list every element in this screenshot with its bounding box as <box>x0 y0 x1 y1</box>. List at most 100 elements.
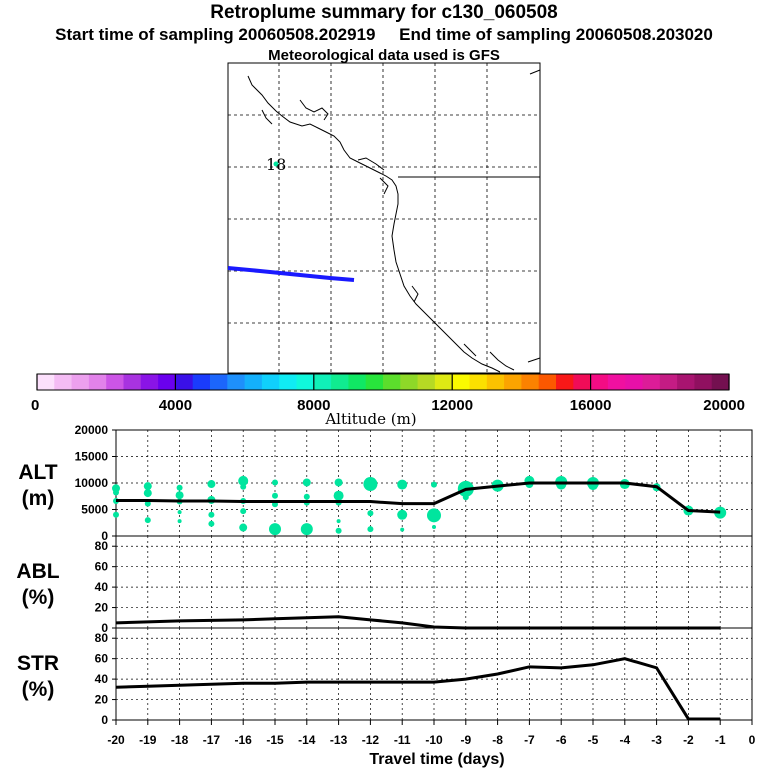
trajectory-path <box>227 266 355 282</box>
coastline <box>247 69 541 373</box>
colorbar-swatch <box>227 374 246 390</box>
altitude-particle <box>363 477 378 492</box>
y-tick-label: 60 <box>95 560 109 574</box>
colorbar-swatch <box>417 374 436 390</box>
altitude-particle <box>177 519 182 524</box>
colorbar-swatch <box>538 374 557 390</box>
y-tick-label: 5000 <box>81 503 108 517</box>
x-tick-label: -11 <box>394 733 411 747</box>
altitude-particle <box>177 510 182 515</box>
altitude-particle <box>397 479 408 490</box>
y-axis-unit: (%) <box>22 586 55 609</box>
y-tick-label: 80 <box>95 631 109 645</box>
abl-series-line <box>115 615 721 630</box>
y-tick-label: 15000 <box>75 450 109 464</box>
colorbar-tick-label: 16000 <box>570 397 612 414</box>
colorbar-tick-label: 0 <box>31 397 39 414</box>
y-axis-label: ALT <box>18 461 57 484</box>
panel-str: 0 20 40 60 80 STR (%) <box>17 627 753 727</box>
colorbar-swatch <box>677 374 695 390</box>
x-tick-label: -6 <box>556 733 567 747</box>
x-tick-label: -12 <box>362 733 380 747</box>
altitude-particle <box>240 508 247 515</box>
time-series-panels: 0 5000 10000 15000 20000 ALT (m) 0 20 40 60 80 ABL (%… <box>16 423 755 747</box>
y-tick-label: 20 <box>95 693 109 707</box>
altitude-particle <box>400 527 405 532</box>
colorbar-swatch <box>434 374 453 390</box>
altitude-particle <box>336 519 341 524</box>
y-tick-label: 20 <box>95 601 109 615</box>
map-gridlines <box>228 63 540 373</box>
altitude-particle <box>335 527 342 534</box>
altitude-particle <box>427 508 441 523</box>
x-tick-label: -9 <box>460 733 471 747</box>
colorbar-tick-label: 4000 <box>159 397 192 414</box>
altitude-particle <box>431 481 437 488</box>
x-tick-label: -8 <box>492 733 503 747</box>
altitude-particle <box>144 517 151 524</box>
colorbar-swatch <box>279 374 298 390</box>
x-tick-label: -16 <box>235 733 253 747</box>
y-axis-unit: (%) <box>22 678 55 701</box>
altitude-particle <box>208 511 215 518</box>
x-tick-label: -7 <box>524 733 535 747</box>
altitude-particle <box>208 520 215 527</box>
panel-abl: 0 20 40 60 80 ABL (%) <box>16 535 753 635</box>
y-tick-label: 20000 <box>75 423 109 437</box>
colorbar-swatch <box>469 374 488 390</box>
y-tick-label: 0 <box>101 713 108 727</box>
x-tick-label: -10 <box>425 733 443 747</box>
colorbar-swatch <box>175 374 194 390</box>
colorbar-swatch <box>400 374 419 390</box>
altitude-particle <box>269 523 281 536</box>
chart-title: Retroplume summary for c130_060508 <box>210 2 558 23</box>
colorbar-swatch <box>625 374 644 390</box>
colorbar-swatch <box>244 374 263 390</box>
panel-alt: 0 5000 10000 15000 20000 ALT (m) <box>18 423 753 543</box>
altitude-particle <box>207 480 216 489</box>
y-axis-unit: (m) <box>22 487 55 510</box>
colorbar-swatch <box>261 374 280 390</box>
colorbar-swatch <box>452 374 471 390</box>
altitude-particle <box>334 478 343 487</box>
trajectory-marker <box>273 161 279 167</box>
altitude-particle <box>238 475 249 486</box>
x-tick-label: -1 <box>715 733 726 747</box>
y-axis-label: ABL <box>16 560 59 583</box>
altitude-particle <box>432 524 436 529</box>
colorbar-tick-label: 8000 <box>297 397 330 414</box>
x-tick-label: -4 <box>619 733 630 747</box>
colorbar-swatch <box>158 374 176 390</box>
altitude-particle <box>240 483 247 490</box>
y-tick-label: 0 <box>101 621 108 635</box>
colorbar-swatch <box>192 374 211 390</box>
colorbar-swatch <box>210 374 228 390</box>
start-time: Start time of sampling 20060508.202919 <box>55 25 376 44</box>
x-tick-label: -3 <box>651 733 662 747</box>
y-tick-label: 40 <box>95 672 109 686</box>
colorbar-swatch <box>54 374 73 390</box>
y-tick-label: 0 <box>101 529 108 543</box>
colorbar-swatch <box>365 374 384 390</box>
colorbar-swatch <box>521 374 540 390</box>
altitude-particle <box>113 489 119 496</box>
altitude-particle <box>175 491 184 500</box>
altitude-particle <box>714 506 727 519</box>
altitude-particle <box>143 482 152 491</box>
x-tick-label: -5 <box>588 733 599 747</box>
y-tick-label: 80 <box>95 539 109 553</box>
altitude-particle <box>176 484 183 491</box>
altitude-particle <box>462 494 469 501</box>
colorbar-tick-labels: 0 4000 8000 12000 16000 20000 <box>31 374 745 414</box>
colorbar-swatch <box>313 374 332 390</box>
x-tick-label: -15 <box>266 733 284 747</box>
altitude-particle <box>144 500 151 507</box>
colorbar-tick-label: 20000 <box>703 397 745 414</box>
colorbar-swatch <box>573 374 592 390</box>
altitude-particle <box>556 479 567 490</box>
y-tick-label: 60 <box>95 652 109 666</box>
x-tick-label: 0 <box>749 733 756 747</box>
sampling-times: Start time of sampling 20060508.202919 E… <box>0 25 768 45</box>
altitude-particle <box>367 526 374 533</box>
altitude-particle <box>333 490 344 501</box>
